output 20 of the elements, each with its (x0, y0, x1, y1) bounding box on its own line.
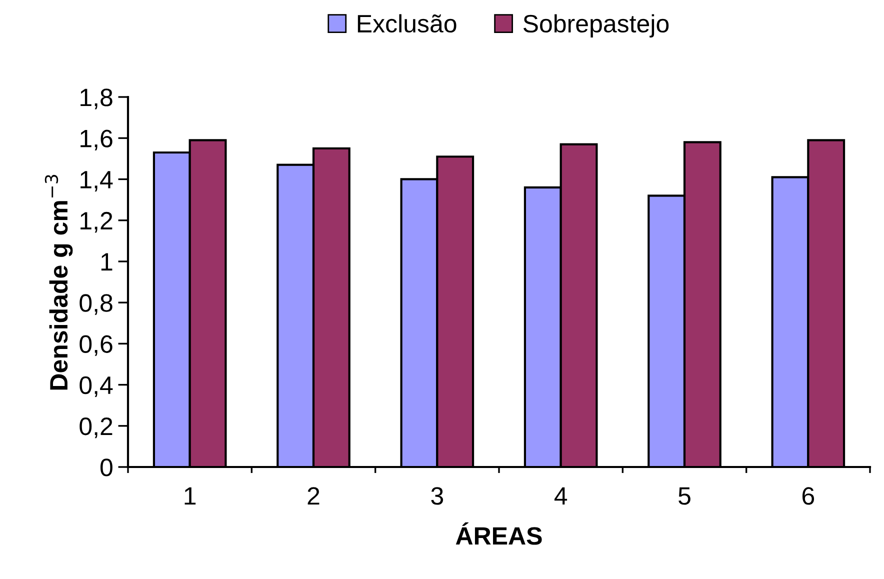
x-tick-label: 5 (678, 487, 690, 505)
y-tick-label: 1,6 (80, 130, 112, 150)
y-tick-label: 1,4 (80, 171, 113, 192)
y-tick-label: 1,8 (80, 88, 112, 110)
y-tick-label: 0,4 (80, 376, 113, 398)
legend-label: Sobrepastejo (523, 14, 669, 38)
x-tick-label: 4 (554, 487, 568, 505)
x-tick-label: 3 (431, 487, 444, 505)
legend-label: Exclusão (358, 14, 456, 33)
x-tick-label: 1 (184, 487, 196, 505)
x-axis-title: ÁREAS (456, 522, 542, 545)
y-tick-label: 1,2 (80, 212, 112, 233)
y-tick-label: 0,6 (80, 335, 112, 356)
y-tick-label: 1 (101, 253, 112, 271)
y-tick-label: 0,2 (80, 417, 112, 438)
y-axis-title: Densidade g cm$^{−3}$ (44, 174, 73, 390)
y-tick-label: 0,8 (80, 294, 112, 315)
x-tick-label: 2 (308, 487, 320, 505)
y-tick-label: 0 (100, 458, 112, 476)
x-tick-label: 6 (802, 487, 814, 505)
